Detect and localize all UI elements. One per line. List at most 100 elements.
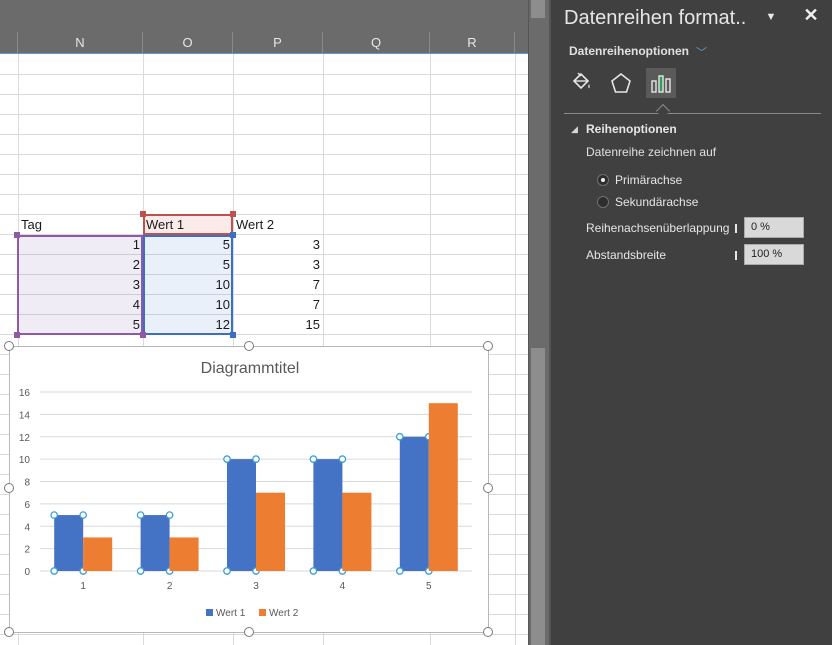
bar-wert-1[interactable] xyxy=(227,459,256,571)
selection-range-categories[interactable] xyxy=(17,235,143,335)
chart-resize-handle[interactable] xyxy=(483,341,493,351)
cell-wert1[interactable]: 10 xyxy=(215,297,230,312)
selection-point-handle[interactable] xyxy=(223,567,231,575)
radio-button-unchecked[interactable] xyxy=(597,196,609,208)
legend-label[interactable]: Wert 1 xyxy=(216,608,246,619)
bar-wert-1[interactable] xyxy=(313,459,343,571)
row-line xyxy=(0,234,528,235)
column-header-q[interactable]: Q xyxy=(323,32,430,54)
tab-fill-line[interactable] xyxy=(566,68,596,98)
cell-tag[interactable]: 2 xyxy=(132,257,140,272)
cell-tag[interactable]: 5 xyxy=(132,317,140,332)
chart-resize-handle[interactable] xyxy=(4,627,14,637)
cell-wert1[interactable]: 5 xyxy=(222,257,230,272)
selection-point-handle[interactable] xyxy=(338,455,347,463)
selection-point-handle[interactable] xyxy=(165,511,174,519)
bar-wert-2[interactable] xyxy=(169,537,199,571)
y-tick-label: 2 xyxy=(24,545,30,556)
chart-resize-handle[interactable] xyxy=(244,627,254,637)
bar-wert-1[interactable] xyxy=(140,515,170,571)
tab-effects[interactable] xyxy=(606,68,636,98)
range-handle[interactable] xyxy=(230,232,236,238)
chart-resize-handle[interactable] xyxy=(4,483,14,493)
selection-point-handle[interactable] xyxy=(79,511,88,519)
cell-tag[interactable]: 3 xyxy=(132,277,140,292)
selection-point-handle[interactable] xyxy=(136,567,145,575)
section-title[interactable]: Reihenoptionen xyxy=(586,122,677,136)
row-line xyxy=(0,114,528,115)
cell-wert2[interactable]: 7 xyxy=(312,297,320,312)
cell-wert1[interactable]: 5 xyxy=(222,237,230,252)
cell-wert2[interactable]: 7 xyxy=(312,277,320,292)
radio-button-checked[interactable] xyxy=(597,174,609,186)
pentagon-icon xyxy=(611,72,631,93)
chevron-down-icon[interactable]: ﹀ xyxy=(696,47,707,59)
chart-resize-handle[interactable] xyxy=(483,483,493,493)
cell-header-tag[interactable]: Tag xyxy=(21,217,42,232)
cell-header-wert1[interactable]: Wert 1 xyxy=(146,217,185,232)
selection-point-handle[interactable] xyxy=(395,567,404,575)
bar-wert-2[interactable] xyxy=(256,492,285,571)
column-header-p[interactable]: P xyxy=(233,32,323,54)
chart-resize-handle[interactable] xyxy=(244,341,254,351)
y-tick-label: 10 xyxy=(19,455,31,466)
bar-wert-2[interactable] xyxy=(342,492,372,571)
selection-range-values[interactable] xyxy=(143,235,233,335)
cell-wert2[interactable]: 3 xyxy=(312,237,320,252)
collapse-triangle-icon[interactable]: ◢ xyxy=(571,124,578,134)
series-overlap-input[interactable]: 0 % xyxy=(744,217,804,238)
selection-point-handle[interactable] xyxy=(223,455,231,463)
row-line xyxy=(0,254,528,255)
chart-resize-handle[interactable] xyxy=(4,341,14,351)
cell-header-wert2[interactable]: Wert 2 xyxy=(236,217,275,232)
scrollbar-thumb[interactable] xyxy=(531,348,545,645)
selection-point-handle[interactable] xyxy=(136,511,145,519)
radio-primary-axis[interactable]: Primärachse xyxy=(597,172,682,188)
series-overlap-slider[interactable] xyxy=(735,224,737,233)
column-header-o[interactable]: O xyxy=(143,32,233,54)
selection-range-header[interactable] xyxy=(143,214,233,235)
gap-width-input[interactable]: 100 % xyxy=(744,244,804,265)
cell-wert2[interactable]: 15 xyxy=(305,317,320,332)
column-header-prev[interactable] xyxy=(0,32,18,54)
range-handle[interactable] xyxy=(230,332,236,338)
selection-point-handle[interactable] xyxy=(309,567,318,575)
legend-swatch[interactable] xyxy=(259,609,266,616)
chart-title[interactable]: Diagrammtitel xyxy=(201,360,300,377)
series-overlap-label: Reihenachsenüberlappung xyxy=(586,221,730,235)
cell-wert1[interactable]: 10 xyxy=(215,277,230,292)
range-handle[interactable] xyxy=(140,211,146,217)
bar-wert-1[interactable] xyxy=(54,515,84,571)
selection-point-handle[interactable] xyxy=(50,567,59,575)
cell-wert1[interactable]: 12 xyxy=(215,317,230,332)
bar-wert-1[interactable] xyxy=(399,436,429,571)
cell-tag[interactable]: 1 xyxy=(132,237,140,252)
bar-wert-2[interactable] xyxy=(428,403,458,571)
selection-point-handle[interactable] xyxy=(252,455,260,463)
pane-options-dropdown-icon[interactable]: ▼ xyxy=(765,11,777,23)
range-handle[interactable] xyxy=(14,332,20,338)
legend-swatch[interactable] xyxy=(206,609,213,616)
spreadsheet[interactable]: N O P Q R xyxy=(0,0,528,645)
cell-tag[interactable]: 4 xyxy=(132,297,140,312)
selection-point-handle[interactable] xyxy=(50,511,59,519)
legend-label[interactable]: Wert 2 xyxy=(269,608,299,619)
tab-series-options[interactable] xyxy=(646,68,676,98)
gap-width-slider[interactable] xyxy=(735,251,737,260)
chart-object[interactable]: Diagrammtitel 0 2 4 6 8 10 12 14 16 1 2 3 4 5 Wert 1 Wer… xyxy=(9,346,489,633)
range-handle[interactable] xyxy=(230,211,236,217)
radio-secondary-axis[interactable]: Sekundärachse xyxy=(597,194,698,210)
range-handle[interactable] xyxy=(14,232,20,238)
scrollbar-arrow[interactable] xyxy=(531,0,545,18)
column-header-n[interactable]: N xyxy=(18,32,143,54)
cell-wert2[interactable]: 3 xyxy=(312,257,320,272)
close-icon[interactable]: ✕ xyxy=(803,5,819,25)
range-handle[interactable] xyxy=(140,332,146,338)
selection-point-handle[interactable] xyxy=(395,432,404,441)
column-header-r[interactable]: R xyxy=(430,32,515,54)
series-options-dropdown[interactable]: Datenreihenoptionen xyxy=(569,44,690,58)
selection-point-handle[interactable] xyxy=(309,455,318,463)
bar-wert-2[interactable] xyxy=(83,537,113,571)
chart-resize-handle[interactable] xyxy=(483,627,493,637)
